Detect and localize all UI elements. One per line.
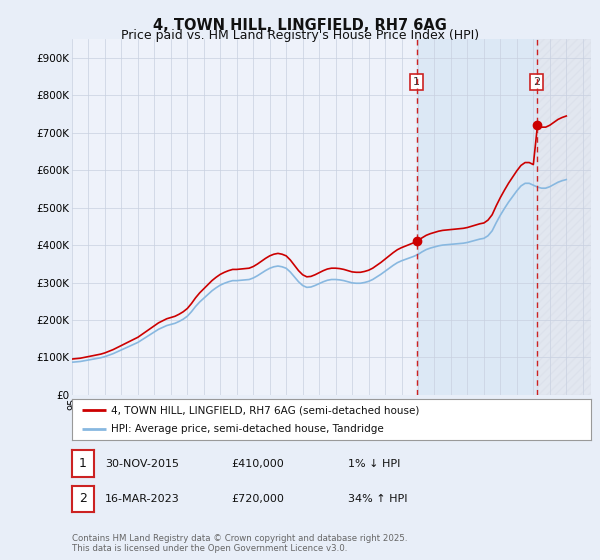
Text: 1: 1 xyxy=(413,77,420,87)
Text: 4, TOWN HILL, LINGFIELD, RH7 6AG: 4, TOWN HILL, LINGFIELD, RH7 6AG xyxy=(153,18,447,33)
Text: 30-NOV-2015: 30-NOV-2015 xyxy=(105,459,179,469)
Text: 1% ↓ HPI: 1% ↓ HPI xyxy=(348,459,400,469)
Text: 2: 2 xyxy=(79,492,87,506)
Bar xyxy=(416,39,537,395)
Text: Contains HM Land Registry data © Crown copyright and database right 2025.
This d: Contains HM Land Registry data © Crown c… xyxy=(72,534,407,553)
Text: 4, TOWN HILL, LINGFIELD, RH7 6AG (semi-detached house): 4, TOWN HILL, LINGFIELD, RH7 6AG (semi-d… xyxy=(111,405,419,415)
Text: Price paid vs. HM Land Registry's House Price Index (HPI): Price paid vs. HM Land Registry's House … xyxy=(121,29,479,42)
Text: 2: 2 xyxy=(533,77,541,87)
Text: 1: 1 xyxy=(79,457,87,470)
Text: £410,000: £410,000 xyxy=(231,459,284,469)
Text: HPI: Average price, semi-detached house, Tandridge: HPI: Average price, semi-detached house,… xyxy=(111,424,383,433)
Text: 34% ↑ HPI: 34% ↑ HPI xyxy=(348,494,407,504)
Text: 16-MAR-2023: 16-MAR-2023 xyxy=(105,494,180,504)
Text: £720,000: £720,000 xyxy=(231,494,284,504)
Bar xyxy=(537,39,591,395)
